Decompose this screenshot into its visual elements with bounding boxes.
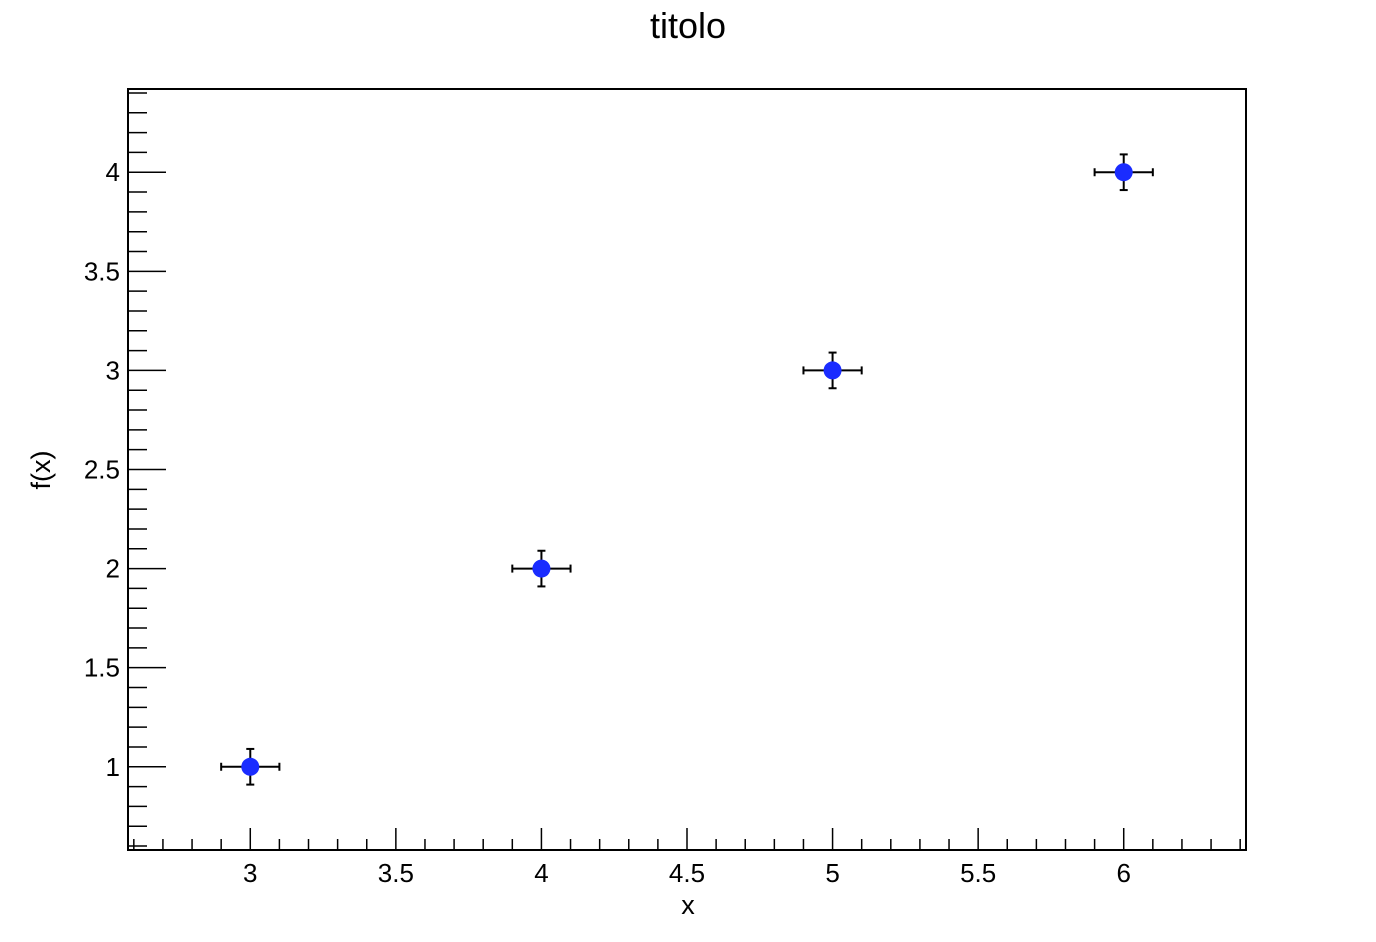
x-tick-label: 5 xyxy=(825,858,839,888)
y-tick-label: 1 xyxy=(106,752,120,782)
y-tick-label: 2.5 xyxy=(84,455,120,485)
data-point xyxy=(511,549,572,588)
data-points xyxy=(220,153,1154,786)
y-tick-label: 1.5 xyxy=(84,653,120,683)
y-tick-label: 2 xyxy=(106,554,120,584)
point-marker xyxy=(823,361,842,380)
point-marker xyxy=(241,757,260,776)
plot-frame xyxy=(127,88,1247,851)
point-marker xyxy=(1114,163,1133,182)
y-axis-label: f(x) xyxy=(26,451,56,490)
chart-title: titolo xyxy=(650,5,726,46)
x-tick-label: 3 xyxy=(243,858,257,888)
y-tick-label: 3 xyxy=(106,355,120,385)
data-point xyxy=(802,351,863,390)
x-axis-label: x xyxy=(681,890,695,920)
y-tick-label: 3.5 xyxy=(84,256,120,286)
x-tick-label: 3.5 xyxy=(378,858,414,888)
x-tick-label: 5.5 xyxy=(960,858,996,888)
y-tick-label: 4 xyxy=(106,157,120,187)
point-marker xyxy=(532,559,551,578)
x-tick-label: 4 xyxy=(534,858,548,888)
x-tick-label: 6 xyxy=(1116,858,1130,888)
x-tick-label: 4.5 xyxy=(669,858,705,888)
x-axis: 3 3.5 4 4.5 5 5.5 6 xyxy=(133,828,1241,888)
data-point xyxy=(1093,153,1154,192)
y-axis: 1 1.5 2 2.5 3 3.5 4 xyxy=(84,92,166,847)
data-point xyxy=(220,747,281,786)
